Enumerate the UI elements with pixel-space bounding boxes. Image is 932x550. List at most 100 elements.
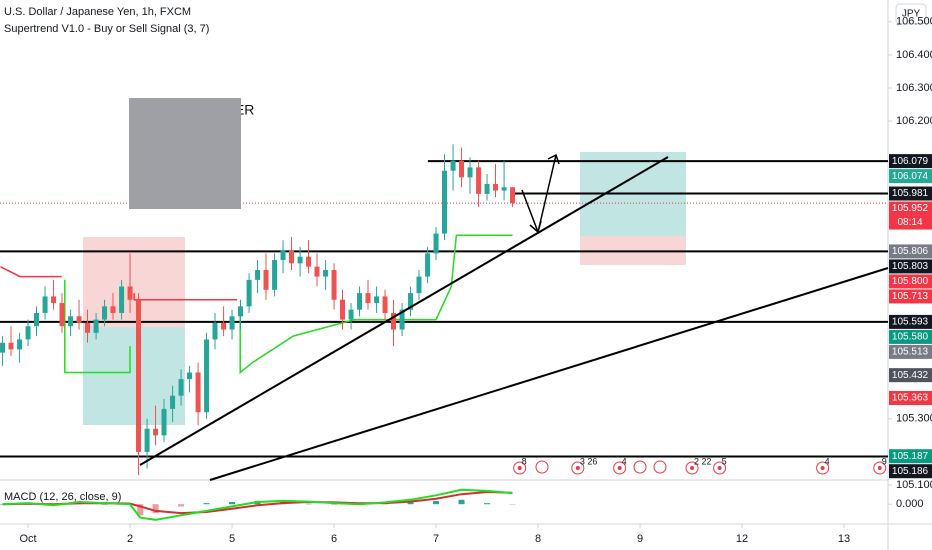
macd-histogram-bar	[407, 502, 414, 505]
event-dot	[877, 466, 882, 470]
chart-title: U.S. Dollar / Japanese Yen, 1h, FXCM	[4, 6, 191, 18]
candle-body	[136, 299, 142, 452]
candle-body	[170, 395, 176, 409]
candle-body	[51, 296, 57, 304]
candle-body	[272, 260, 278, 290]
candle-body	[178, 379, 184, 396]
macd-histogram-bar	[203, 503, 210, 505]
event-count: 4	[825, 456, 830, 466]
x-tick-label: Oct	[19, 533, 36, 545]
macd-y-tick-label: 0.000	[896, 498, 924, 510]
candle-body	[187, 372, 193, 380]
y-tick-label: 106.200	[896, 115, 932, 127]
event-icon[interactable]	[633, 460, 647, 474]
macd-histogram-bar	[152, 504, 159, 514]
event-count: 8	[522, 456, 527, 466]
candle-body	[425, 253, 431, 277]
candle-body	[484, 183, 490, 194]
event-count: 3 26	[580, 456, 598, 466]
y-tick-label: 106.300	[896, 82, 932, 94]
arrow-head	[547, 153, 560, 165]
macd-histogram-bar	[178, 504, 185, 507]
x-tick-label: 12	[736, 533, 748, 545]
price-tag	[889, 449, 932, 464]
candle-body	[459, 160, 465, 178]
price-tag	[889, 201, 932, 216]
x-tick-label: 7	[433, 533, 439, 545]
candle-body	[374, 296, 380, 304]
candle-body	[399, 309, 405, 330]
candle-body	[221, 322, 227, 330]
candle-body	[442, 170, 448, 234]
macd-histogram-bar	[331, 504, 338, 505]
price-tag	[889, 390, 932, 405]
macd-histogram-bar	[509, 504, 516, 505]
candle-body	[280, 250, 286, 261]
candle-body	[42, 296, 48, 313]
price-tag-label: 106.079	[892, 156, 929, 167]
candle-body	[340, 299, 346, 320]
candle-body	[212, 322, 218, 340]
price-tag-label: 105.513	[892, 347, 929, 358]
candle-body	[144, 428, 150, 452]
price-tag-label: 105.186	[892, 466, 929, 477]
event-dot	[717, 466, 722, 470]
price-tag-label: 105.187	[892, 451, 929, 462]
price-tag	[889, 329, 932, 344]
supertrend-line	[0, 266, 238, 301]
candle-body	[348, 309, 354, 320]
price-tag-label: 105.952	[892, 203, 929, 214]
price-tag-label: 105.981	[892, 188, 929, 199]
price-tag-label: 105.806	[892, 246, 929, 257]
macd-histogram-bar	[433, 500, 440, 505]
countdown-tag	[889, 215, 932, 230]
trend-line	[209, 267, 889, 481]
candle-body	[8, 342, 14, 350]
candle-body	[102, 306, 108, 320]
y-tick-label: 106.400	[896, 49, 932, 61]
target-zone-left	[83, 327, 185, 425]
candle-body	[297, 256, 303, 264]
y-tick-label: 105.300	[896, 413, 932, 425]
price-tag	[889, 274, 932, 289]
price-tag-label: 105.803	[892, 261, 929, 272]
candle-body	[289, 250, 295, 264]
price-tag	[889, 464, 932, 479]
event-dot	[617, 466, 622, 470]
price-tag	[889, 259, 932, 274]
currency-label[interactable]: JPY	[902, 9, 921, 20]
candle-body	[76, 316, 82, 323]
indicator-title: Supertrend V1.0 - Buy or Sell Signal (3,…	[4, 23, 209, 35]
candle-body	[493, 183, 499, 191]
candle-body	[85, 322, 91, 333]
candle-body	[119, 286, 125, 313]
macd-line	[2, 488, 513, 521]
macd-histogram-bar	[484, 503, 491, 505]
price-tag	[889, 154, 932, 169]
macd-histogram-bar	[229, 502, 236, 505]
trend-lines	[139, 153, 889, 481]
price-tag-label: 105.580	[892, 332, 929, 343]
candle-body	[450, 160, 456, 171]
price-tag	[889, 289, 932, 304]
axis-layer: Oct 2 5 6 7 8 9 12 13 106.500 106.400 106.300 106.20…	[19, 16, 932, 545]
candle-body	[17, 339, 23, 350]
candle-body	[68, 316, 74, 327]
event-icon[interactable]	[653, 460, 667, 474]
price-tag	[889, 244, 932, 259]
x-tick-label: 9	[637, 533, 643, 545]
currency-button[interactable]	[895, 3, 927, 25]
event-dot	[575, 466, 580, 470]
annotation-box	[129, 98, 241, 209]
candle-body	[433, 233, 439, 254]
price-tag-label: 105.800	[892, 276, 929, 287]
event-icon[interactable]	[535, 460, 549, 474]
candle-body	[510, 187, 516, 204]
candle-body	[93, 319, 99, 333]
y-tick-label: 106.500	[896, 16, 932, 28]
candle-body	[391, 312, 397, 330]
price-tag	[889, 344, 932, 359]
supertrend-line	[64, 234, 513, 375]
